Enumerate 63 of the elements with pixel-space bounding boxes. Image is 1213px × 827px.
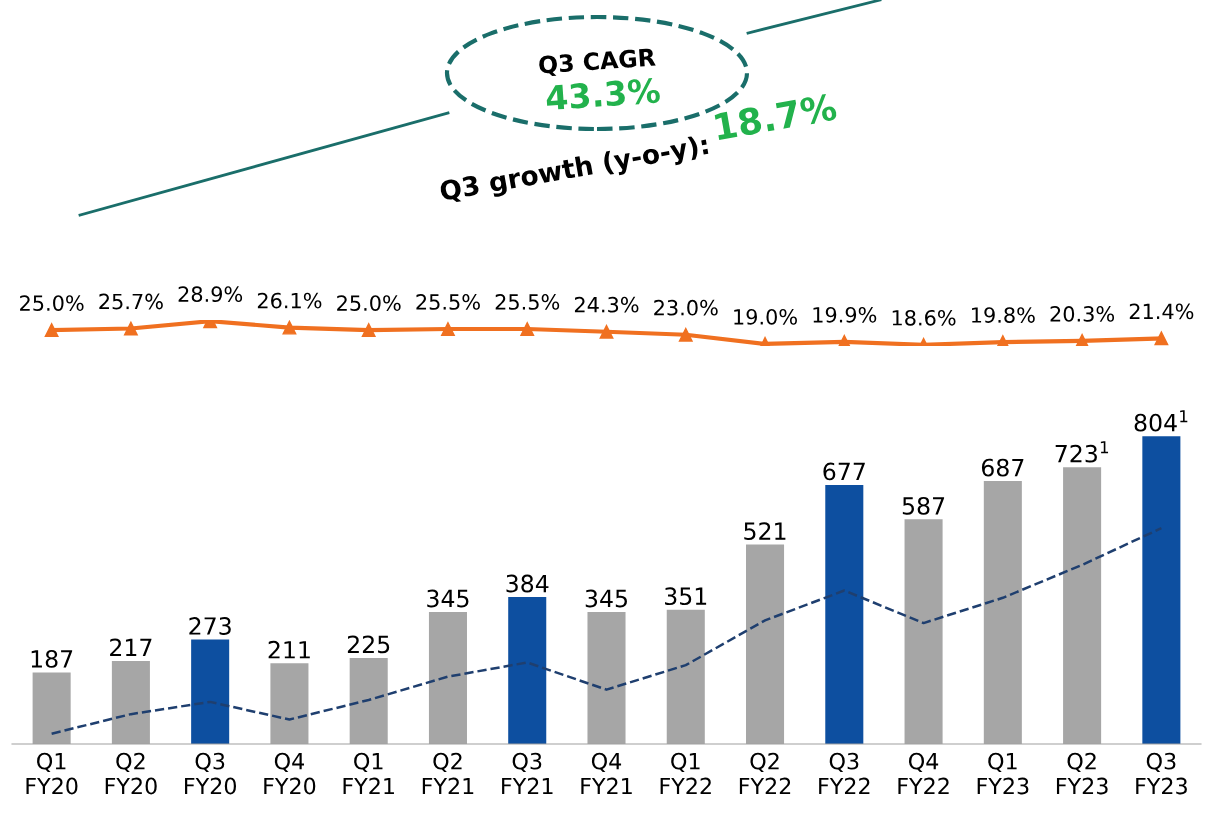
- data-label: 25.7%: [99, 293, 163, 310]
- text: 43.3%: [545, 77, 661, 111]
- point: [520, 322, 535, 336]
- point: [599, 324, 614, 339]
- point: [678, 327, 693, 342]
- x-tick-label: Q3 FY23: [1136, 752, 1187, 795]
- x-tick-label: Q2 FY20: [105, 752, 157, 795]
- x-tick-label: Q3 FY22: [819, 752, 870, 795]
- data-label: 384: [506, 574, 549, 593]
- data-label: 25.0%: [337, 295, 401, 311]
- data-label: 21.4%: [1129, 303, 1194, 320]
- x-tick-label: Q4 FY22: [898, 752, 949, 795]
- data-label: 28.9%: [178, 286, 243, 303]
- data-label: 25.5%: [416, 294, 480, 310]
- data-label: 521: [744, 522, 786, 541]
- x-tick-label: Q1 FY23: [977, 752, 1029, 795]
- text: Q3 CAGR: [538, 47, 657, 77]
- point: [123, 321, 138, 336]
- point: [361, 323, 376, 338]
- data-label: 211: [268, 640, 310, 659]
- x-tick-label: Q1 FY20: [26, 752, 78, 795]
- data-label: 345: [585, 589, 627, 608]
- x-tick-label: Q4 FY21: [581, 752, 632, 795]
- data-label: 345: [427, 589, 469, 608]
- data-label: 677: [823, 462, 865, 481]
- point: [441, 322, 455, 336]
- data-label: 351: [665, 587, 707, 606]
- data-label: 217: [110, 638, 152, 657]
- data-label: 587: [902, 496, 945, 515]
- data-label: 273: [189, 617, 231, 635]
- data-label: 20.3%: [1050, 306, 1115, 322]
- point: [1075, 333, 1090, 346]
- point: [44, 323, 59, 338]
- data-label: 25.5%: [495, 294, 560, 310]
- text: Q3 growth (y-o-y):: [439, 134, 710, 207]
- x-tick-label: Q2 FY21: [422, 752, 474, 795]
- bar: [825, 484, 864, 744]
- data-label: 26.1%: [257, 292, 322, 309]
- bar: [508, 597, 547, 744]
- data-label: 687: [981, 458, 1024, 477]
- data-label: 19.0%: [734, 308, 797, 325]
- x-tick-label: Q2 FY23: [1056, 752, 1108, 795]
- data-label: 19.8%: [972, 307, 1035, 323]
- data-label: 23.0%: [654, 299, 718, 316]
- data-label: 187: [31, 650, 73, 668]
- x-tick-label: Q3 FY20: [185, 752, 237, 795]
- data-label: 804$^{1}$: [1134, 410, 1188, 432]
- data-label: 18.6%: [892, 309, 956, 326]
- x-tick-label: Q1 FY21: [343, 752, 394, 795]
- x-tick-label: Q3 FY21: [502, 752, 553, 795]
- data-label: 19.9%: [813, 306, 877, 323]
- x-tick-label: Q1 FY22: [660, 752, 711, 795]
- data-label: 24.3%: [574, 296, 639, 313]
- point: [1154, 331, 1169, 346]
- x-tick-label: Q4 FY20: [264, 752, 316, 795]
- bar: [1142, 436, 1181, 744]
- data-label: 25.0%: [20, 295, 84, 311]
- data-label: 225: [347, 635, 390, 654]
- point: [282, 320, 297, 335]
- data-label: 723$^{1}$: [1055, 441, 1109, 463]
- text: 18.7%: [714, 92, 838, 141]
- x-tick-label: Q2 FY22: [739, 752, 791, 795]
- bar: [191, 639, 230, 744]
